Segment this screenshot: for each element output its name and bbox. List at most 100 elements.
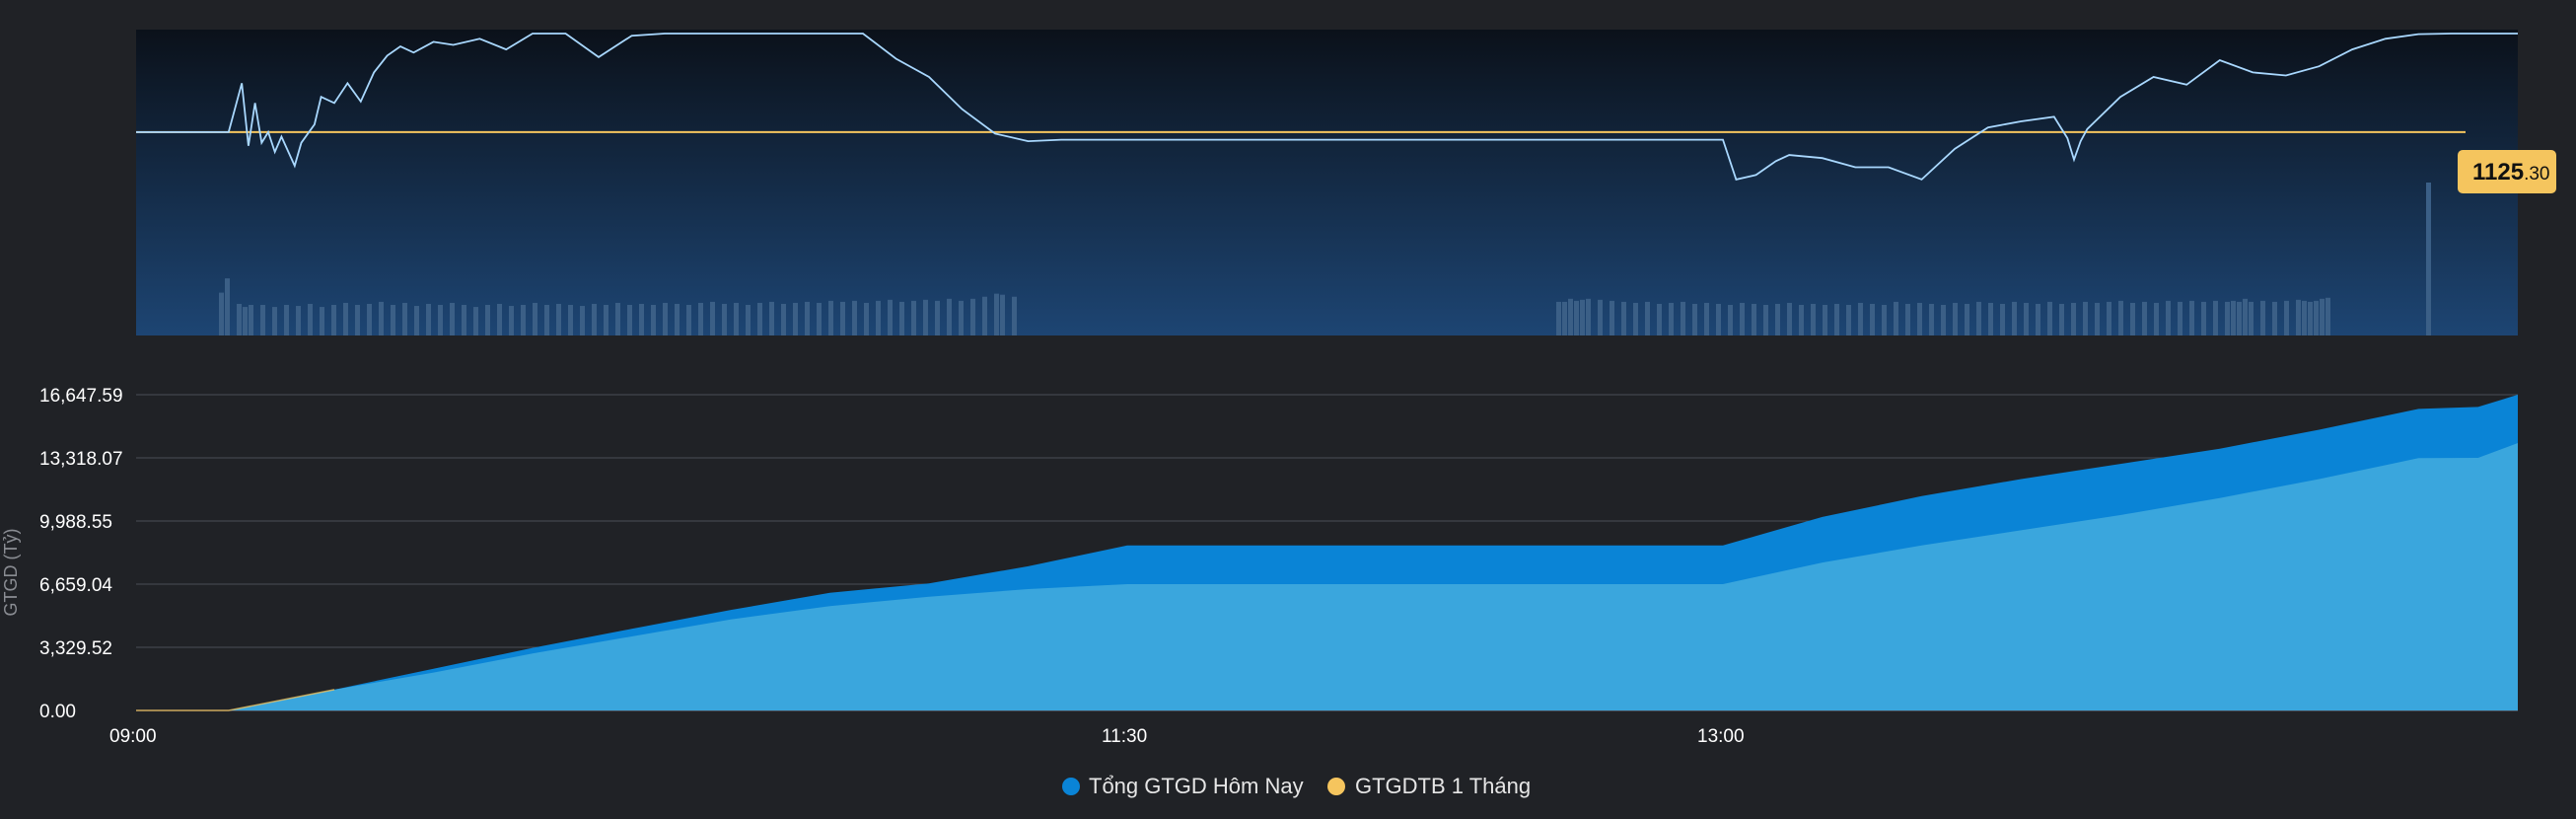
volume-bar xyxy=(343,302,348,335)
volume-bar xyxy=(769,301,774,335)
volume-bar xyxy=(2302,300,2307,335)
volume-bar xyxy=(1562,301,1567,335)
y-tick-label: 9,988.55 xyxy=(39,512,112,533)
volume-bar xyxy=(2314,300,2319,335)
volume-bar xyxy=(2059,303,2064,335)
volume-bar xyxy=(722,303,727,335)
volume-bar xyxy=(1775,303,1780,335)
volume-bar xyxy=(2308,301,2313,335)
volume-bar xyxy=(355,305,360,335)
volume-bar xyxy=(544,305,549,335)
volume-bar xyxy=(509,306,514,335)
volume-bar xyxy=(1894,301,1898,335)
volume-bar xyxy=(994,293,999,335)
volume-bar xyxy=(296,306,301,335)
volume-bar xyxy=(1645,301,1650,335)
volume-bar xyxy=(899,301,904,335)
volume-bar xyxy=(2231,300,2236,335)
volume-bar xyxy=(367,303,372,335)
volume-bar xyxy=(2095,302,2100,335)
y-tick-label: 6,659.04 xyxy=(39,575,112,596)
volume-bar xyxy=(663,302,668,335)
volume-bar xyxy=(2243,298,2248,335)
volume-bar xyxy=(1621,301,1626,335)
volume-bar xyxy=(1657,303,1662,335)
volume-bar xyxy=(402,302,407,335)
volume-bar xyxy=(1799,305,1804,335)
volume-bar xyxy=(2189,300,2194,335)
volume-bar xyxy=(686,305,691,335)
volume-bar xyxy=(2213,300,2218,335)
volume-bar xyxy=(331,305,336,335)
volume-bar xyxy=(414,306,419,335)
volume-bar xyxy=(260,305,265,335)
x-tick-label: 13:00 xyxy=(1697,726,1745,747)
volume-bar xyxy=(2166,300,2171,335)
volume-bar xyxy=(1763,305,1768,335)
volume-bar xyxy=(1586,298,1591,335)
volume-bar xyxy=(1580,299,1585,335)
volume-bar xyxy=(1669,302,1674,335)
legend-swatch-avg-1-month xyxy=(1327,778,1345,795)
volume-bar xyxy=(1000,294,1005,335)
volume-bar xyxy=(864,302,869,335)
volume-bar xyxy=(604,305,608,335)
volume-bar xyxy=(1905,303,1910,335)
volume-bar xyxy=(1941,305,1946,335)
volume-bar xyxy=(521,305,526,335)
reference-price-badge: 1125.30 xyxy=(2458,150,2556,193)
volume-bar xyxy=(1692,303,1697,335)
volume-bar xyxy=(2118,300,2123,335)
volume-bar xyxy=(1988,302,1993,335)
volume-bar xyxy=(1556,301,1561,335)
volume-bar xyxy=(2320,298,2325,335)
volume-bar xyxy=(1574,300,1579,335)
volume-bar xyxy=(959,300,964,335)
price-badge-text: 1125.30 xyxy=(2472,159,2550,186)
volume-bar xyxy=(2036,303,2040,335)
series-line-avg-1-month xyxy=(136,689,335,711)
volume-bar xyxy=(592,303,597,335)
x-axis-tick-labels: 09:00 11:30 13:00 xyxy=(109,726,1745,747)
volume-bar xyxy=(473,307,478,335)
volume-bar xyxy=(1012,296,1017,335)
series-area-avg-1-month xyxy=(136,443,2518,710)
volume-bar xyxy=(1846,305,1851,335)
volume-bar xyxy=(2071,302,2076,335)
volume-bar xyxy=(2260,300,2265,335)
volume-bar xyxy=(379,301,384,335)
volume-bars xyxy=(219,183,2431,335)
legend-swatch-today xyxy=(1062,778,1080,795)
legend-item-today[interactable]: Tổng GTGD Hôm Nay xyxy=(1062,774,1304,798)
volume-bar xyxy=(982,296,987,335)
volume-bar xyxy=(627,305,632,335)
volume-bar xyxy=(923,299,928,335)
legend-label-avg-1-month: GTGDTB 1 Tháng xyxy=(1355,774,1531,798)
volume-bar xyxy=(2024,302,2029,335)
volume-bar xyxy=(734,302,739,335)
y-axis-tick-labels: 0.00 3,329.52 6,659.04 9,988.55 13,318.07 16,… xyxy=(39,386,123,722)
volume-bar xyxy=(888,299,893,335)
volume-bar xyxy=(1882,305,1887,335)
legend: Tổng GTGD Hôm Nay GTGDTB 1 Tháng xyxy=(1062,774,1531,798)
volume-bar xyxy=(320,307,324,335)
y-axis-title: GTGD (Tỷ) xyxy=(1,529,21,617)
volume-bar xyxy=(2326,297,2330,335)
volume-bar xyxy=(947,298,952,335)
volume-bar xyxy=(935,300,940,335)
volume-bar xyxy=(852,300,857,335)
volume-bar xyxy=(1965,303,1969,335)
x-tick-label: 09:00 xyxy=(109,726,157,747)
volume-bar xyxy=(1752,303,1756,335)
volume-bar xyxy=(1953,302,1958,335)
price-badge-decimal: .30 xyxy=(2524,164,2549,185)
volume-bar xyxy=(828,300,833,335)
volume-bar xyxy=(793,302,798,335)
volume-bar xyxy=(249,305,253,335)
volume-bar xyxy=(1568,298,1573,335)
volume-bar xyxy=(1728,305,1733,335)
volume-bar xyxy=(1716,303,1721,335)
legend-item-avg-1-month[interactable]: GTGDTB 1 Tháng xyxy=(1327,774,1531,798)
price-area-background xyxy=(136,30,2518,335)
volume-bar xyxy=(556,303,561,335)
